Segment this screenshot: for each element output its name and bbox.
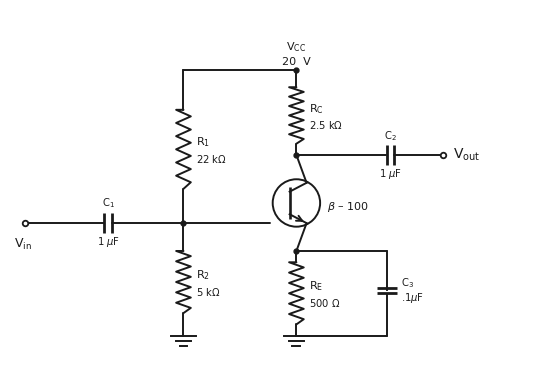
- Text: 500 $\Omega$: 500 $\Omega$: [309, 297, 340, 309]
- Text: 22 k$\Omega$: 22 k$\Omega$: [196, 153, 227, 165]
- Text: $\mathregular{R_1}$: $\mathregular{R_1}$: [196, 136, 210, 149]
- Text: 20  V: 20 V: [282, 58, 311, 67]
- Text: $\mathregular{R_E}$: $\mathregular{R_E}$: [309, 280, 323, 293]
- Text: $\mathregular{R_C}$: $\mathregular{R_C}$: [309, 102, 324, 116]
- Text: $\mathregular{R_2}$: $\mathregular{R_2}$: [196, 268, 210, 282]
- Text: $\mathregular{V_{out}}$: $\mathregular{V_{out}}$: [454, 147, 481, 163]
- Text: $\mathregular{C_2}$: $\mathregular{C_2}$: [384, 129, 397, 142]
- Text: 1 $\mu$F: 1 $\mu$F: [379, 167, 402, 181]
- Text: 1 $\mu$F: 1 $\mu$F: [96, 235, 120, 249]
- Text: 2.5 k$\Omega$: 2.5 k$\Omega$: [309, 119, 343, 131]
- Text: $\beta$ – 100: $\beta$ – 100: [327, 200, 369, 214]
- Text: $\mathregular{C_1}$: $\mathregular{C_1}$: [102, 196, 114, 210]
- Text: $\mathregular{C_3}$: $\mathregular{C_3}$: [401, 276, 414, 290]
- Text: 5 k$\Omega$: 5 k$\Omega$: [196, 286, 221, 298]
- Text: $\mathregular{V_{CC}}$: $\mathregular{V_{CC}}$: [286, 41, 306, 54]
- Text: $\mathregular{V_{in}}$: $\mathregular{V_{in}}$: [14, 237, 31, 252]
- Text: .1$\mu$F: .1$\mu$F: [401, 291, 424, 305]
